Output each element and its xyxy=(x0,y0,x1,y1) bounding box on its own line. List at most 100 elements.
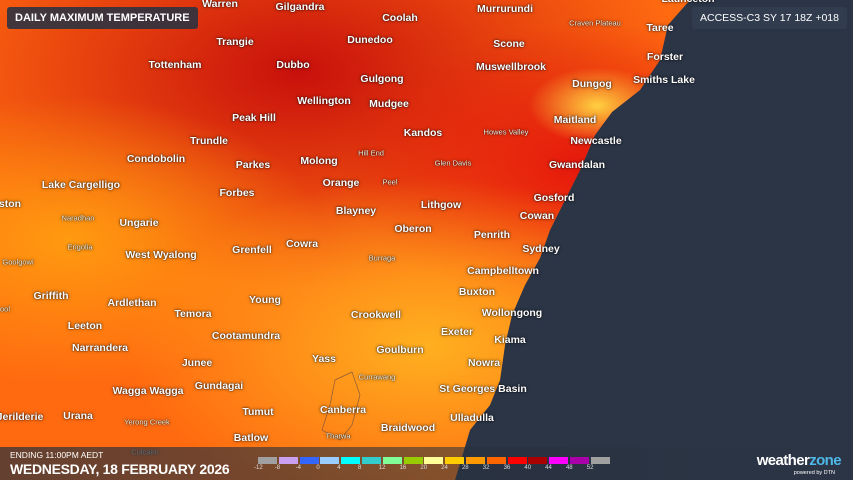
legend-tick-label: -8 xyxy=(274,465,281,471)
place-label: Molong xyxy=(300,155,338,167)
place-label: Grenfell xyxy=(232,244,272,256)
legend-swatch xyxy=(361,457,381,464)
legend-tick-label: -12 xyxy=(254,465,263,471)
place-label: Currawang xyxy=(358,372,396,382)
place-label: Murrurundi xyxy=(477,3,533,15)
place-label: Urana xyxy=(63,410,93,422)
legend-swatch xyxy=(486,457,506,464)
place-label: Oberon xyxy=(394,223,432,235)
legend-tick-label: 12 xyxy=(378,465,386,471)
place-label: Tharwa xyxy=(325,431,351,441)
place-label: Cootamundra xyxy=(211,330,281,342)
legend-swatch xyxy=(528,457,548,464)
place-label: Kandos xyxy=(403,127,443,139)
place-label: Tottenham xyxy=(148,59,202,71)
place-label: Junee xyxy=(181,357,213,369)
place-label: Maitland xyxy=(553,114,597,126)
place-label: Warren xyxy=(202,0,238,10)
place-label: Cowan xyxy=(519,210,555,222)
place-label: Sydney xyxy=(522,243,560,255)
place-label: Hill End xyxy=(358,148,384,158)
place-label: Nowra xyxy=(467,357,501,369)
legend-tick-label: 52 xyxy=(586,465,594,471)
place-label: Dungog xyxy=(572,78,612,90)
place-label: Gulgong xyxy=(360,73,404,85)
act-border xyxy=(321,371,361,441)
place-label: Wagga Wagga xyxy=(112,385,184,397)
legend-swatch xyxy=(403,457,423,464)
legend-swatch xyxy=(445,457,465,464)
place-label: Forbes xyxy=(219,187,255,199)
footer-bar: ENDING 11:00PM AEDT WEDNESDAY, 18 FEBRUA… xyxy=(0,447,853,480)
place-label: Howes Valley xyxy=(483,127,529,137)
map-title: DAILY MAXIMUM TEMPERATURE xyxy=(7,7,198,29)
legend-tick-label: 16 xyxy=(399,465,407,471)
place-label: Wollongong xyxy=(481,307,543,319)
legend-tick-label: 24 xyxy=(441,465,448,471)
place-label: Ulladulla xyxy=(450,412,494,424)
legend-tick-label: 32 xyxy=(482,465,490,471)
legend-swatch xyxy=(258,457,277,464)
place-label: Smiths Lake xyxy=(633,74,695,86)
place-label: Yass xyxy=(312,353,336,365)
weatherzone-logo[interactable]: weatherzone xyxy=(757,452,842,469)
place-label: ool xyxy=(0,304,11,314)
legend-swatch xyxy=(424,457,444,464)
place-label: Peak Hill xyxy=(232,112,276,124)
brand-accent: zone xyxy=(809,452,841,469)
place-label: Leeton xyxy=(67,320,103,332)
place-label: Burraga xyxy=(368,253,396,263)
place-label: Ungarie xyxy=(119,217,159,229)
place-label: Trundle xyxy=(190,135,228,147)
forecast-date: WEDNESDAY, 18 FEBRUARY 2026 xyxy=(10,461,230,477)
place-label: Gundagai xyxy=(194,380,244,392)
place-label: Taree xyxy=(646,22,674,34)
place-label: Young xyxy=(249,294,281,306)
place-label: Glen Davis xyxy=(434,158,472,168)
place-label: Goulburn xyxy=(376,344,424,356)
legend-swatch xyxy=(299,457,319,464)
place-label: Lithgow xyxy=(420,199,462,211)
place-label: St Georges Basin xyxy=(439,383,527,395)
place-label: Peel xyxy=(382,177,398,187)
place-label: Tumut xyxy=(242,406,274,418)
place-label: Narrandera xyxy=(71,342,129,354)
place-label: ston xyxy=(0,198,22,210)
place-label: Temora xyxy=(174,308,212,320)
place-label: Campbelltown xyxy=(467,265,539,277)
place-label: Yerong Creek xyxy=(124,417,170,427)
legend-tick-label: 44 xyxy=(545,465,552,471)
legend-tick-label: 28 xyxy=(461,465,469,471)
legend-swatch xyxy=(569,457,589,464)
place-label: Coolah xyxy=(382,12,418,24)
place-label: Buxton xyxy=(458,286,496,298)
place-label: Crookwell xyxy=(350,309,402,321)
place-label: Gilgandra xyxy=(275,1,325,13)
legend-tick-label: -4 xyxy=(295,465,301,471)
place-label: Jerilderie xyxy=(0,411,44,423)
model-run-badge: ACCESS-C3 SY 17 18Z +018 xyxy=(691,7,847,29)
place-label: Orange xyxy=(322,177,360,189)
place-label: Penrith xyxy=(473,229,511,241)
place-label: Erigolia xyxy=(67,242,93,252)
legend-tick-label: 8 xyxy=(357,465,362,471)
place-label: Wellington xyxy=(297,95,351,107)
place-label: Launceton xyxy=(661,0,714,5)
place-label: Condobolin xyxy=(126,153,186,165)
place-label: Cowra xyxy=(285,238,319,250)
powered-by: powered by DTN xyxy=(793,470,835,476)
place-label: Gosford xyxy=(533,192,575,204)
place-label: Ardlethan xyxy=(107,297,157,309)
place-label: West Wyalong xyxy=(125,249,197,261)
place-label: Scone xyxy=(493,38,525,50)
place-label: Kiama xyxy=(494,334,526,346)
legend-ticks: -12 -8 -4 0 4 8 12 16 20 24 28 32 36 40 44 48 52 xyxy=(254,465,608,471)
place-label: Dunedoo xyxy=(347,34,393,46)
place-label: Trangie xyxy=(216,36,254,48)
legend-tick-label: 36 xyxy=(503,465,511,471)
legend-swatch xyxy=(341,457,361,464)
place-label: Blayney xyxy=(335,205,377,217)
place-label: Batlow xyxy=(233,432,269,444)
